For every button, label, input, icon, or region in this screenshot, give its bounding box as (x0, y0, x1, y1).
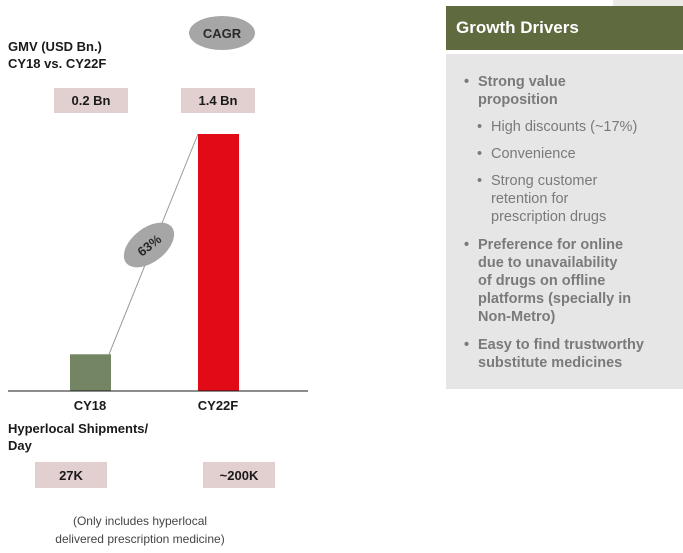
driver-text: High discounts (~17%) (491, 119, 638, 135)
value-label-cy22f: 1.4 Bn (181, 88, 255, 113)
bar-chart (8, 133, 308, 392)
driver-text: Easy to find trustworthy substitute medi… (478, 337, 644, 371)
x-tick-cy22f: CY22F (197, 398, 239, 413)
bullet-dot: • (477, 119, 483, 135)
chart-title: GMV (USD Bn.) CY18 vs. CY22F (8, 39, 107, 71)
growth-drivers-panel: • Strong value proposition • High discount… (446, 54, 683, 389)
bullet-dot: • (464, 337, 470, 353)
shipments-value-cy22f: ~200K (203, 462, 275, 488)
panel-header: Growth Drivers (446, 6, 683, 50)
bar-cy22f (198, 134, 239, 391)
footnote: (Only includes hyperlocal delivered pres… (55, 514, 225, 546)
value-label-cy18: 0.2 Bn (54, 88, 128, 113)
shipments-value-cy18: 27K (35, 462, 107, 488)
cagr-badge: CAGR (189, 16, 255, 50)
bullet-dot: • (464, 74, 470, 90)
driver-sub-bullet: • Convenience (477, 145, 576, 163)
panel-header-accent (613, 0, 683, 6)
bar-cy18 (70, 354, 111, 391)
bullet-dot: • (477, 173, 483, 189)
driver-bullet: • Strong value proposition (464, 73, 566, 109)
driver-text: Strong value proposition (478, 74, 566, 108)
driver-text: Strong customer retention for prescripti… (491, 173, 607, 225)
driver-bullet: • Preference for online due to unavailabi… (464, 236, 632, 326)
driver-text: Convenience (491, 146, 576, 162)
driver-sub-bullet: • High discounts (~17%) (477, 118, 638, 136)
driver-text: Preference for online due to unavailabil… (478, 237, 632, 325)
x-tick-cy18: CY18 (73, 398, 107, 413)
shipments-title: Hyperlocal Shipments/ Day (8, 421, 149, 453)
bullet-dot: • (477, 146, 483, 162)
driver-bullet: • Easy to find trustworthy substitute med… (464, 336, 644, 372)
driver-sub-bullet: • Strong customer retention for prescript… (477, 172, 607, 226)
bullet-dot: • (464, 237, 470, 253)
